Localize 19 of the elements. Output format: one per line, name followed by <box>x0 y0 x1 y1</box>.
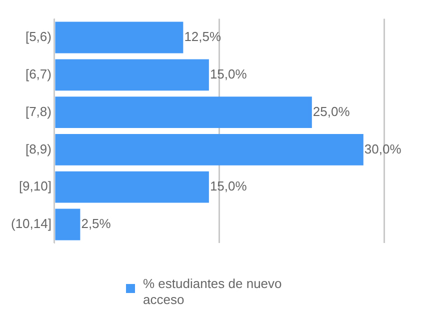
legend-label: % estudiantes de nuevo acceso <box>143 276 283 308</box>
bar <box>55 134 364 166</box>
bar <box>55 96 312 128</box>
y-tick-label: [7,8) <box>25 104 52 119</box>
data-label: 2,5% <box>81 216 112 232</box>
data-label: 15,0% <box>210 178 248 194</box>
data-label: 15,0% <box>210 66 248 82</box>
data-label: 30,0% <box>364 141 402 156</box>
bar <box>55 171 209 203</box>
bar <box>55 22 184 54</box>
y-tick-label: [5,6) <box>25 29 52 44</box>
y-tick-label: [6,7) <box>25 66 52 82</box>
bar <box>55 208 80 240</box>
data-label: 25,0% <box>312 104 350 119</box>
y-tick-label: [8,9) <box>25 141 52 156</box>
data-label: 12,5% <box>184 29 222 44</box>
bar <box>55 59 209 91</box>
y-tick-label: (10,14] <box>10 216 52 232</box>
y-tick-label: [9,10] <box>18 178 52 194</box>
